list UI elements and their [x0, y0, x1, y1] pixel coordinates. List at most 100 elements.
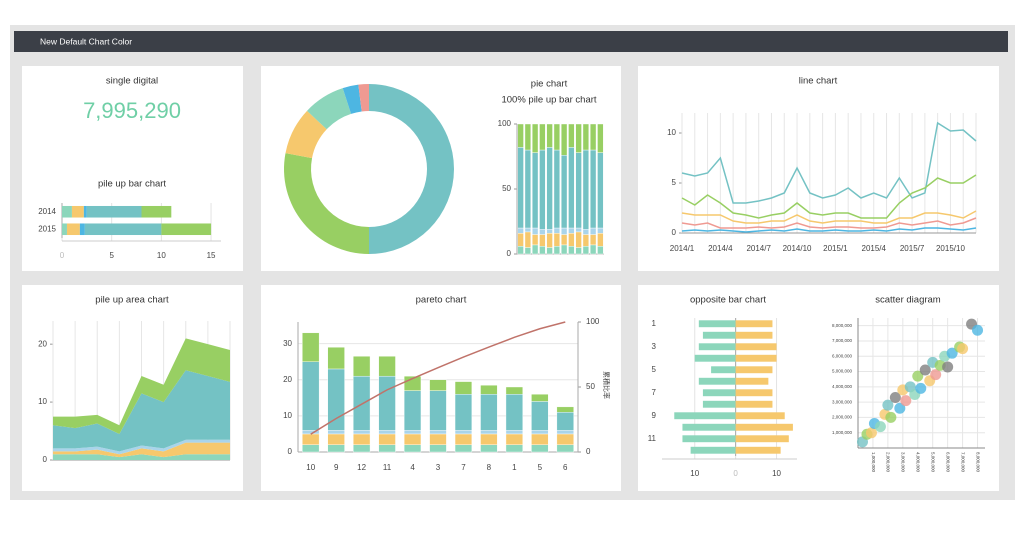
bar: [702, 389, 736, 397]
bar: [327, 347, 345, 370]
y-tick-label: 3,000,000: [832, 399, 853, 404]
pie-slice: [358, 84, 369, 112]
bar: [524, 247, 531, 255]
x-tick-label: 2015/10: [936, 244, 965, 253]
bar: [735, 412, 785, 420]
pie-slice: [285, 110, 327, 159]
x-tick-label: 2015/7: [900, 244, 925, 253]
y-tick-label: 7: [652, 388, 657, 397]
bar: [561, 154, 568, 229]
bar: [517, 245, 524, 255]
bar: [568, 232, 575, 247]
bar: [582, 234, 589, 247]
bar: [429, 433, 447, 445]
point: [889, 392, 901, 404]
y-tick-label: 0: [288, 447, 293, 456]
bar: [546, 229, 553, 234]
bar: [532, 244, 539, 255]
bar: [590, 234, 597, 246]
x-tick-label: 2015/1: [823, 244, 848, 253]
bar: [353, 375, 371, 431]
bar: [539, 123, 546, 151]
x-tick-label: 3,000,000: [901, 452, 906, 473]
bar: [735, 331, 773, 339]
bar: [561, 227, 568, 235]
bar: [403, 433, 422, 445]
bar: [553, 227, 560, 234]
x-tick-label: 1,000,000: [871, 452, 876, 473]
bar: [480, 433, 498, 445]
bar: [378, 433, 396, 445]
bar: [556, 430, 574, 435]
bar: [546, 147, 553, 230]
bar: [582, 245, 589, 255]
bar: [505, 386, 523, 395]
bar: [575, 123, 582, 153]
point: [930, 369, 942, 381]
bar: [505, 394, 523, 431]
bar: [532, 234, 539, 246]
bar: [524, 231, 531, 248]
bar: [66, 223, 80, 236]
point: [894, 402, 906, 414]
y-tick-label: 20: [38, 339, 47, 348]
x-tick-label: 12: [357, 463, 366, 472]
chart-title: pile up area chart: [95, 295, 169, 306]
bar: [735, 446, 781, 454]
y-tick-label: 7,000,000: [832, 338, 853, 343]
x-tick-label: 2015/4: [862, 244, 887, 253]
pie-slice: [307, 88, 352, 130]
bar: [561, 234, 568, 246]
y-tick-label: 1: [652, 319, 657, 328]
panel: [638, 66, 999, 271]
bar: [597, 123, 604, 153]
bar: [454, 394, 473, 431]
bar: [480, 430, 498, 435]
bar: [517, 232, 524, 247]
bar: [690, 446, 736, 454]
bar: [694, 354, 736, 362]
bar: [539, 245, 546, 255]
x-tick-label: 7,000,000: [960, 452, 965, 473]
bar: [702, 331, 736, 339]
y-tick-label: 2,000,000: [832, 415, 853, 420]
pie-slice: [342, 84, 362, 114]
line: [681, 121, 977, 204]
x-tick-label: 0: [60, 251, 65, 260]
bar: [698, 343, 736, 351]
bar: [403, 390, 422, 431]
x-tick-label: 7: [461, 463, 466, 472]
bar: [597, 227, 604, 234]
bar: [517, 123, 524, 148]
bar: [597, 152, 604, 229]
x-tick-label: 0: [733, 469, 738, 478]
bar: [546, 247, 553, 255]
bar: [429, 444, 447, 453]
bar: [682, 435, 736, 443]
header-title: New Default Chart Color: [40, 36, 132, 46]
bar: [735, 423, 793, 431]
point: [946, 347, 958, 359]
bar: [590, 149, 597, 229]
bar: [568, 227, 575, 234]
bar: [698, 320, 736, 328]
bar: [531, 394, 549, 402]
x-tick-label: 4,000,000: [916, 452, 921, 473]
bar: [735, 377, 769, 385]
bar: [302, 332, 320, 362]
pie-slice: [369, 84, 454, 254]
point: [885, 411, 897, 423]
bar: [378, 356, 396, 377]
y-tick-label: 2015: [38, 224, 56, 233]
bar: [556, 412, 574, 431]
bar: [575, 231, 582, 248]
bar: [735, 435, 789, 443]
bar: [532, 152, 539, 229]
bar: [524, 227, 531, 233]
bar: [302, 433, 320, 445]
bar: [575, 227, 582, 233]
bar: [531, 433, 549, 445]
x-tick-label: 4: [410, 463, 415, 472]
bar: [597, 232, 604, 247]
bar: [568, 245, 575, 255]
